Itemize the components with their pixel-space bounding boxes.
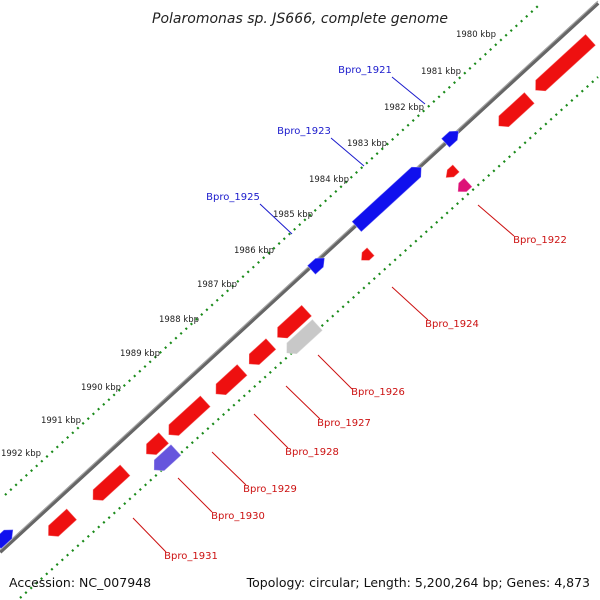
- leader-line: [259, 203, 293, 235]
- tick-label: 1991 kbp: [41, 416, 81, 426]
- tick-label: 1982 kbp: [384, 103, 424, 113]
- tick-label: 1986 kbp: [234, 246, 274, 256]
- gene-bpro-1928[interactable]: [211, 363, 249, 399]
- leader-line: [285, 385, 321, 420]
- tick-label: 1989 kbp: [120, 349, 160, 359]
- gene-red-1[interactable]: [493, 91, 536, 131]
- gene-bpro-1931[interactable]: [43, 507, 78, 542]
- gene-label-bpro-1931[interactable]: Bpro_1931: [164, 551, 218, 562]
- leader-line: [211, 451, 247, 486]
- gene-label-bpro-1926[interactable]: Bpro_1926: [351, 387, 405, 398]
- genome-backbone: [0, 1, 600, 554]
- topology-text: Topology: circular; Length: 5,200,264 bp…: [246, 575, 590, 590]
- leader-line: [330, 137, 365, 167]
- gene-bpro-1922-small[interactable]: [442, 163, 461, 182]
- outer-tick-ring: [4, 5, 539, 496]
- gene-bpro-1927[interactable]: [244, 337, 277, 369]
- gene-label-bpro-1929[interactable]: Bpro_1929: [243, 484, 297, 495]
- gene-bpro-1930[interactable]: [149, 443, 182, 475]
- tick-label: 1983 kbp: [347, 139, 387, 149]
- leader-line: [477, 204, 515, 237]
- gene-bpro-1931-red[interactable]: [88, 463, 131, 506]
- tick-label: 1990 kbp: [81, 383, 121, 393]
- tick-label: 1985 kbp: [273, 210, 313, 220]
- tick-label: 1980 kbp: [456, 30, 496, 40]
- gene-bpro-1923[interactable]: [351, 162, 426, 233]
- gene-label-bpro-1927[interactable]: Bpro_1927: [317, 418, 371, 429]
- gene-bpro-1929[interactable]: [164, 394, 212, 441]
- gene-label-bpro-1925[interactable]: Bpro_1925: [206, 192, 260, 203]
- map-title: Polaromonas sp. JS666, complete genome: [152, 11, 448, 27]
- leader-line: [317, 354, 353, 390]
- gene-bpro-1926[interactable]: [281, 318, 324, 358]
- leader-line: [132, 517, 167, 553]
- leader-line: [253, 413, 289, 449]
- tick-label: 1987 kbp: [197, 280, 237, 290]
- gene-bpro-1922[interactable]: [454, 177, 473, 196]
- tick-label: 1992 kbp: [1, 449, 41, 459]
- gene-left-edge[interactable]: [0, 525, 17, 550]
- leader-line: [177, 477, 213, 513]
- gene-red-top[interactable]: [530, 33, 597, 96]
- gene-red-small[interactable]: [141, 431, 170, 459]
- tick-label: 1981 kbp: [421, 67, 461, 77]
- leader-line: [391, 286, 429, 321]
- gene-label-bpro-1921[interactable]: Bpro_1921: [338, 65, 392, 76]
- gene-label-bpro-1930[interactable]: Bpro_1930: [211, 511, 265, 522]
- leader-line: [391, 76, 426, 105]
- accession-text: Accession: NC_007948: [9, 575, 152, 590]
- tick-label: 1984 kbp: [309, 175, 349, 185]
- gene-bpro-1921[interactable]: [440, 126, 462, 149]
- gene-bpro-1924[interactable]: [357, 246, 376, 265]
- gene-label-bpro-1922[interactable]: Bpro_1922: [513, 235, 567, 246]
- gene-bpro-1926-red[interactable]: [272, 304, 313, 343]
- gene-label-bpro-1924[interactable]: Bpro_1924: [425, 319, 479, 330]
- gene-label-bpro-1928[interactable]: Bpro_1928: [285, 447, 339, 458]
- tick-label: 1988 kbp: [159, 315, 199, 325]
- gene-label-bpro-1923[interactable]: Bpro_1923: [277, 126, 331, 137]
- genome-backbone-highlight: [0, 0, 599, 551]
- gene-bpro-1925[interactable]: [306, 253, 328, 276]
